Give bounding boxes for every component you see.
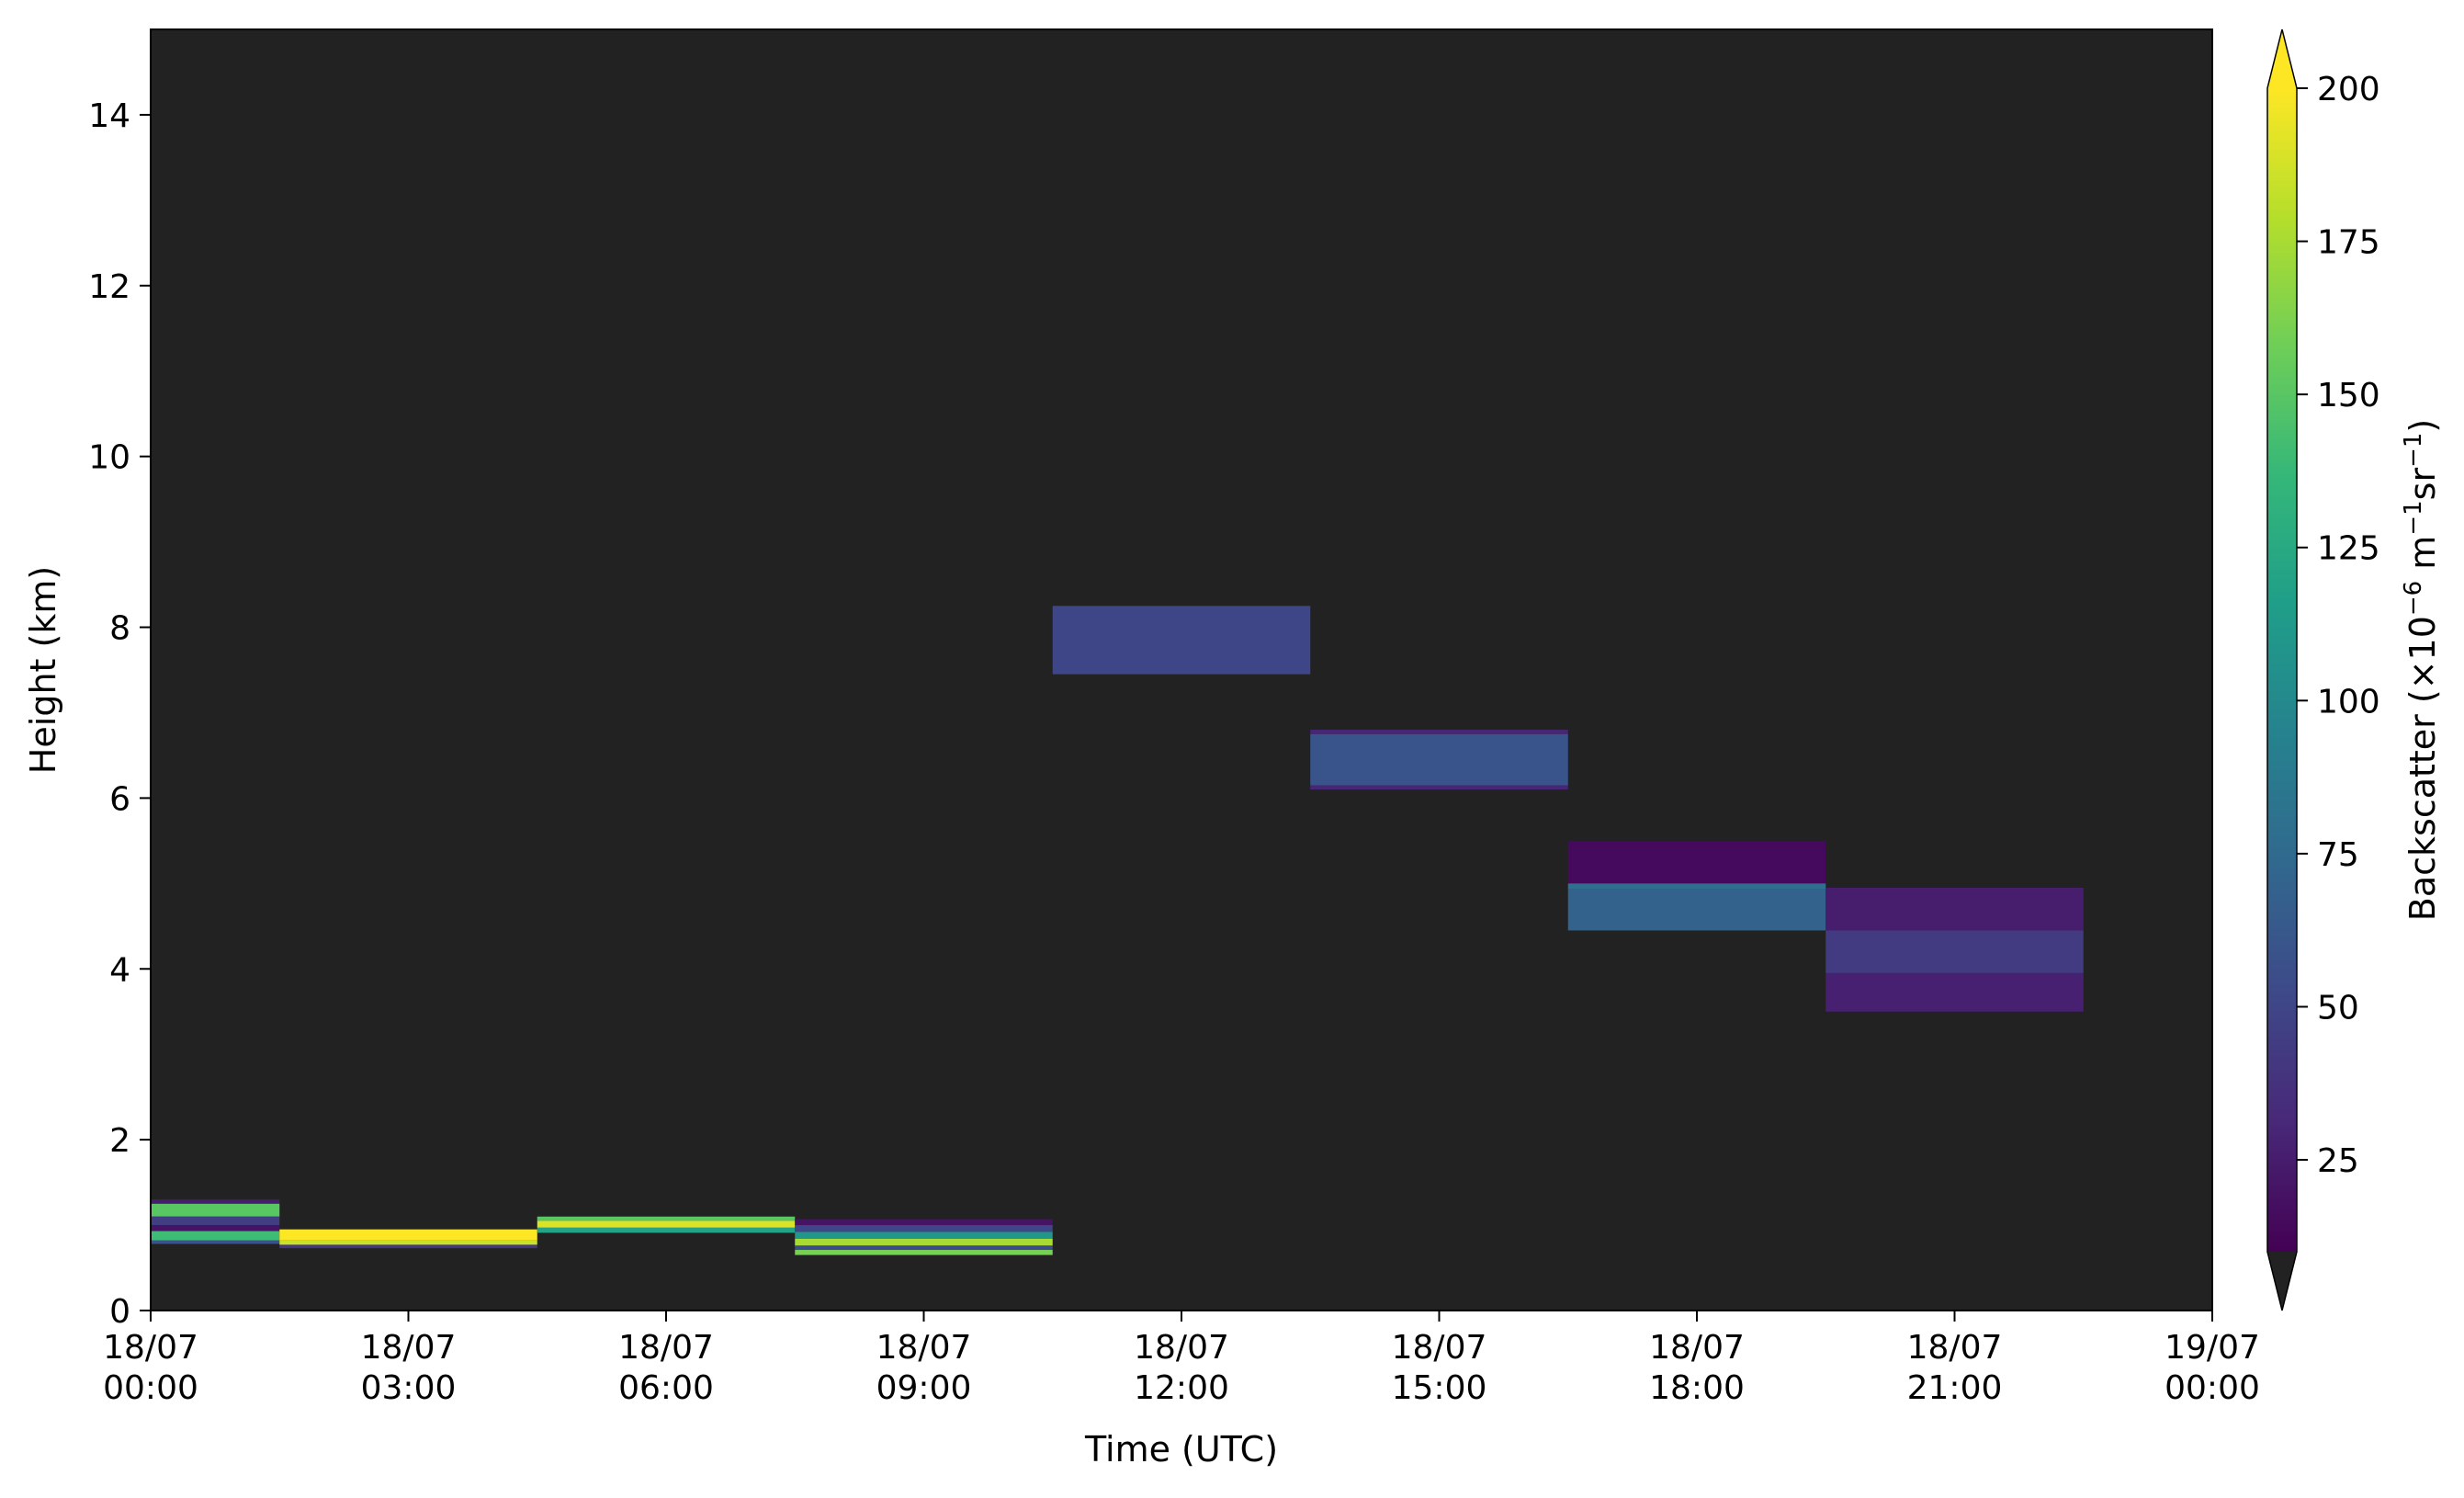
x-tick-date: 18/07: [1392, 1329, 1487, 1367]
heatmap-cell-17: [795, 1250, 1053, 1255]
x-tick-label-3: 18/07 09:00: [876, 1329, 972, 1407]
x-tick-label-7: 18/07 21:00: [1907, 1329, 2003, 1407]
x-axis-label: Time (UTC): [1084, 1429, 1278, 1470]
heatmap-cell-0: [151, 1199, 280, 1204]
y-tick-label-0: 0: [109, 1293, 130, 1331]
heatmap-cell-5: [151, 1240, 280, 1244]
colorbar-label: Backscatter (×10−6 m−1sr−1): [2400, 419, 2443, 921]
heatmap-cell-7: [279, 1240, 537, 1245]
x-tick-date: 18/07: [1649, 1329, 1745, 1367]
y-tick-label-7: 14: [88, 97, 130, 135]
x-tick-time: 18:00: [1649, 1369, 1745, 1407]
y-tick-label-5: 10: [88, 439, 130, 477]
colorbar-under-extension: [2267, 1252, 2297, 1311]
heatmap-cell-8: [279, 1244, 537, 1249]
heatmap-cell-19: [1310, 785, 1568, 790]
x-tick-label-4: 18/07 12:00: [1134, 1329, 1229, 1407]
x-tick-time: 03:00: [361, 1369, 457, 1407]
heatmap-cell-26: [1825, 930, 2084, 973]
heatmap-cell-9: [537, 1216, 796, 1221]
colorbar-tick-label-1: 50: [2317, 989, 2359, 1027]
x-tick-time: 00:00: [103, 1369, 198, 1407]
heatmap-cell-23: [1567, 883, 1826, 890]
heatmap-cell-14: [795, 1231, 1053, 1239]
x-tick-date: 18/07: [876, 1329, 972, 1367]
heatmap-cell-6: [279, 1229, 537, 1241]
x-tick-time: 06:00: [618, 1369, 714, 1407]
colorbar-tick-label-5: 150: [2317, 377, 2380, 414]
y-axis-ticks: 0 2 4 6 8 10 12 14: [88, 97, 151, 1331]
y-tick-label-1: 2: [109, 1122, 130, 1160]
x-tick-date: 18/07: [361, 1329, 457, 1367]
x-tick-time: 21:00: [1907, 1369, 2003, 1407]
colorbar-tick-label-0: 25: [2317, 1142, 2359, 1180]
x-tick-time: 09:00: [876, 1369, 972, 1407]
heatmap-cell-24: [1567, 889, 1826, 931]
heatmap-cell-27: [1825, 972, 2084, 1012]
x-tick-time: 15:00: [1392, 1369, 1487, 1407]
heatmap-cell-2: [151, 1216, 280, 1226]
colorbar-tick-label-3: 100: [2317, 683, 2380, 721]
x-tick-label-2: 18/07 06:00: [618, 1329, 714, 1407]
y-tick-label-6: 12: [88, 268, 130, 306]
colorbar-label-mid: m: [2402, 536, 2443, 581]
y-tick-label-3: 6: [109, 780, 130, 818]
x-tick-date: 18/07: [1134, 1329, 1229, 1367]
heatmap-cells: [151, 606, 2084, 1255]
y-tick-label-4: 8: [109, 610, 130, 648]
x-tick-date: 19/07: [2164, 1329, 2260, 1367]
y-tick-label-2: 4: [109, 951, 130, 989]
heatmap-cell-1: [151, 1203, 280, 1217]
heatmap-cell-11: [537, 1227, 796, 1233]
colorbar-tick-label-7: 200: [2317, 71, 2380, 108]
colorbar-tick-label-6: 175: [2317, 224, 2380, 262]
colorbar-ticks: 25 50 75 100 125 150 175 200: [2297, 71, 2380, 1180]
x-tick-label-0: 18/07 00:00: [103, 1329, 198, 1407]
colorbar-label-main: Backscatter (×10: [2402, 616, 2443, 921]
heatmap-cell-15: [795, 1238, 1053, 1246]
x-tick-date: 18/07: [618, 1329, 714, 1367]
x-tick-label-8: 19/07 00:00: [2164, 1329, 2260, 1407]
heatmap-cell-4: [151, 1231, 280, 1241]
x-tick-date: 18/07: [1907, 1329, 2003, 1367]
heatmap-cell-3: [151, 1225, 280, 1231]
x-tick-date: 18/07: [103, 1329, 198, 1367]
colorbar-gradient: [2267, 88, 2297, 1252]
colorbar-label-end: ): [2402, 419, 2443, 433]
colorbar: 25 50 75 100 125 150 175 200 Backscatter (×10−6…: [2266, 28, 2443, 1311]
x-tick-label-5: 18/07 15:00: [1392, 1329, 1487, 1407]
colorbar-label-mid2: sr: [2402, 468, 2443, 501]
heatmap-cell-21: [1310, 730, 1568, 734]
x-tick-time: 00:00: [2164, 1369, 2260, 1407]
x-tick-label-6: 18/07 18:00: [1649, 1329, 1745, 1407]
heatmap-cell-25: [1825, 887, 2084, 931]
heatmap-cell-10: [537, 1220, 796, 1228]
heatmap-cell-18: [1052, 606, 1311, 675]
colorbar-tick-label-2: 75: [2317, 836, 2359, 874]
heatmap-cell-12: [795, 1219, 1053, 1226]
colorbar-label-exp2: −1: [2400, 500, 2427, 535]
heatmap-cell-22: [1567, 840, 1826, 884]
heatmap-cell-20: [1310, 733, 1568, 786]
heatmap-cell-16: [795, 1245, 1053, 1251]
heatmap-cell-13: [795, 1225, 1053, 1232]
x-tick-label-1: 18/07 03:00: [361, 1329, 457, 1407]
y-axis-label: Height (km): [23, 566, 63, 774]
colorbar-label-exp3: −1: [2400, 433, 2427, 468]
colorbar-over-extension: [2267, 29, 2297, 88]
colorbar-label-exp1: −6: [2400, 581, 2427, 616]
x-tick-time: 12:00: [1134, 1369, 1229, 1407]
colorbar-tick-label-4: 125: [2317, 530, 2380, 568]
